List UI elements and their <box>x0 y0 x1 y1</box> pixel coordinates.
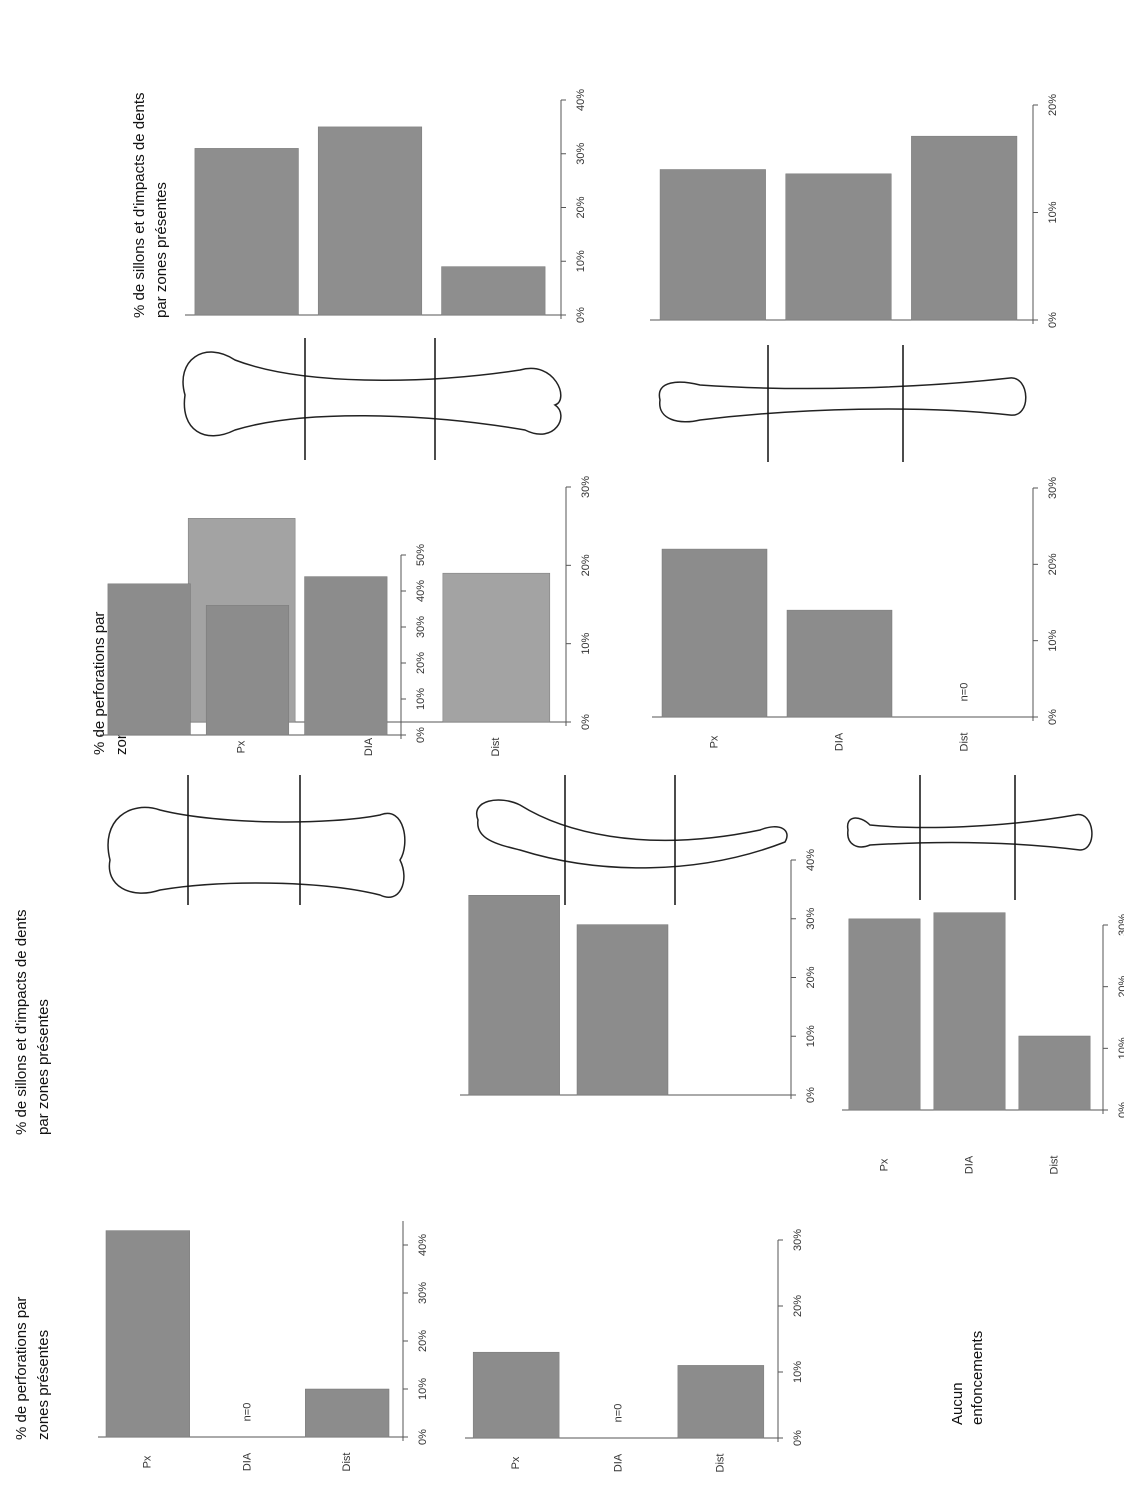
y-tick-label: 30% <box>792 1229 804 1251</box>
bar <box>1018 1035 1091 1111</box>
y-tick-label: 20% <box>575 196 587 218</box>
bar <box>785 173 892 321</box>
bar <box>848 918 921 1111</box>
note: Aucun <box>949 1382 966 1425</box>
y-tick-label: 30% <box>580 476 592 498</box>
bone <box>846 814 1093 851</box>
bone <box>107 806 406 898</box>
y-tick-label: 20% <box>415 652 427 674</box>
y-tick-label: 20% <box>1117 975 1124 997</box>
x-tick-label: Dist <box>341 1453 353 1472</box>
value-label: n=0 <box>612 1404 624 1423</box>
bar <box>305 1388 390 1438</box>
bar <box>661 548 768 718</box>
y-tick-label: 10% <box>580 632 592 654</box>
y-tick-label: 0% <box>805 1087 817 1103</box>
y-tick-label: 10% <box>1047 201 1059 223</box>
y-tick-label: 30% <box>1117 914 1124 936</box>
bar <box>576 924 669 1096</box>
x-tick-label: DIA <box>363 737 375 756</box>
value-label: n=0 <box>958 683 970 702</box>
y-tick-label: 20% <box>1047 94 1059 116</box>
bar <box>472 1351 560 1439</box>
y-tick-label: 30% <box>417 1282 429 1304</box>
y-tick-label: 0% <box>417 1429 429 1445</box>
x-tick-label: Px <box>708 735 720 748</box>
y-tick-label: 10% <box>575 250 587 272</box>
y-tick-label: 30% <box>805 908 817 930</box>
bone-drawings <box>107 338 1093 905</box>
bar <box>911 135 1018 321</box>
bone <box>182 351 562 437</box>
y-tick-label: 20% <box>792 1295 804 1317</box>
x-tick-label: DIA <box>241 1452 253 1471</box>
y-tick-label: 0% <box>1047 312 1059 328</box>
y-tick-label: 10% <box>415 688 427 710</box>
x-tick-label: Px <box>510 1456 522 1469</box>
bar <box>317 126 423 316</box>
x-tick-label: Px <box>236 740 248 753</box>
bar <box>659 169 766 321</box>
bar <box>442 572 551 723</box>
y-tick-label: 20% <box>580 554 592 576</box>
y-tick-label: 0% <box>1117 1102 1124 1118</box>
y-tick-label: 30% <box>415 616 427 638</box>
y-tick-label: 0% <box>1047 709 1059 725</box>
bar <box>933 912 1006 1111</box>
x-tick-label: DIA <box>612 1453 624 1472</box>
y-tick-label: 0% <box>575 307 587 323</box>
y-tick-label: 10% <box>417 1378 429 1400</box>
bar <box>107 583 191 736</box>
y-tick-label: 10% <box>792 1361 804 1383</box>
bar <box>786 609 893 718</box>
y-tick-label: 20% <box>417 1330 429 1352</box>
x-tick-label: DIA <box>963 1155 975 1174</box>
chart-heading: % de sillons et d'impacts de dents <box>13 910 30 1135</box>
bar <box>194 148 299 316</box>
y-tick-label: 20% <box>805 966 817 988</box>
bar <box>105 1230 190 1438</box>
value-label: n=0 <box>241 1403 253 1422</box>
y-tick-label: 20% <box>1047 553 1059 575</box>
x-tick-label: Dist <box>958 733 970 752</box>
chart-heading: par zones présentes <box>153 182 170 318</box>
y-tick-label: 0% <box>792 1430 804 1446</box>
x-tick-label: Px <box>142 1455 154 1468</box>
y-tick-label: 30% <box>1047 477 1059 499</box>
y-tick-label: 10% <box>1117 1037 1124 1059</box>
y-tick-label: 30% <box>575 143 587 165</box>
bar <box>304 576 388 736</box>
chart-heading: % de perforations par <box>13 1297 30 1440</box>
bone <box>658 377 1027 423</box>
y-tick-label: 40% <box>415 580 427 602</box>
y-tick-label: 0% <box>580 714 592 730</box>
x-tick-label: DIA <box>833 732 845 751</box>
x-tick-label: Px <box>878 1158 890 1171</box>
y-tick-label: 50% <box>415 544 427 566</box>
y-tick-label: 0% <box>415 727 427 743</box>
chart-heading: par zones présentes <box>35 999 52 1135</box>
y-tick-label: 40% <box>417 1234 429 1256</box>
bar <box>468 895 560 1096</box>
x-tick-label: Dist <box>1048 1156 1060 1175</box>
y-tick-label: 10% <box>1047 629 1059 651</box>
chart-heading: % de perforations par <box>91 612 108 755</box>
y-tick-label: 40% <box>805 849 817 871</box>
bar <box>677 1365 765 1439</box>
note: enfoncements <box>969 1331 986 1425</box>
x-tick-label: Dist <box>490 738 502 757</box>
chart-heading: % de sillons et d'impacts de dents <box>131 93 148 318</box>
x-tick-label: Dist <box>715 1454 727 1473</box>
bar <box>441 266 546 316</box>
y-tick-label: 10% <box>805 1025 817 1047</box>
y-tick-label: 40% <box>575 89 587 111</box>
bone <box>475 799 788 869</box>
chart-heading: zones présentes <box>35 1330 52 1440</box>
bar <box>205 605 290 736</box>
